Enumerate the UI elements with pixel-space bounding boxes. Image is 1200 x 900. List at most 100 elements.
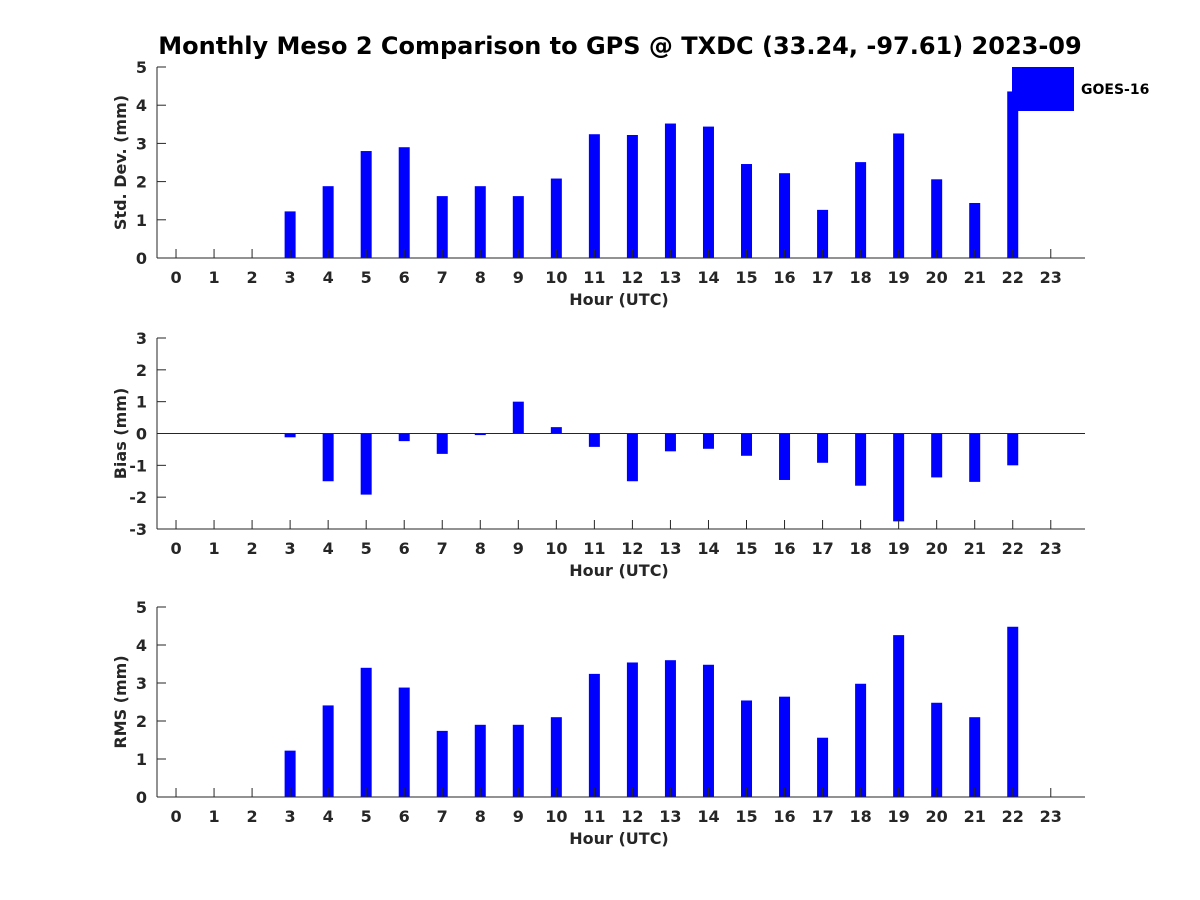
bar-hour-16 xyxy=(779,696,791,797)
bar-hour-18 xyxy=(855,683,867,797)
x-tick-label: 15 xyxy=(735,539,757,558)
bar-hour-5 xyxy=(360,433,372,495)
bar-hour-18 xyxy=(855,162,867,258)
x-tick-label: 7 xyxy=(437,539,448,558)
x-tick-label: 8 xyxy=(475,268,486,287)
y-tick-label: 1 xyxy=(136,393,147,412)
x-tick-label: 4 xyxy=(323,268,334,287)
x-tick-label: 12 xyxy=(621,268,643,287)
y-tick-label: 0 xyxy=(136,249,147,268)
x-tick-label: 9 xyxy=(513,807,524,826)
bar-hour-11 xyxy=(588,673,600,797)
x-tick-label: 14 xyxy=(697,807,719,826)
x-tick-label: 5 xyxy=(361,539,372,558)
x-tick-label: 22 xyxy=(1002,268,1024,287)
x-tick-label: 23 xyxy=(1040,807,1062,826)
x-tick-label: 12 xyxy=(621,539,643,558)
bar-hour-6 xyxy=(398,687,410,797)
y-tick-label: 3 xyxy=(136,134,147,153)
y-tick-label: -3 xyxy=(129,520,147,539)
x-tick-label: 12 xyxy=(621,807,643,826)
bar-hour-19 xyxy=(893,635,905,797)
x-tick-label: 17 xyxy=(811,268,833,287)
y-tick-label: 1 xyxy=(136,750,147,769)
bar-hour-13 xyxy=(664,660,676,797)
legend: GOES-16 xyxy=(1012,67,1149,111)
y-tick-label: 5 xyxy=(136,598,147,617)
bar-hour-20 xyxy=(931,179,943,258)
x-tick-label: 0 xyxy=(170,807,181,826)
bar-hour-20 xyxy=(931,433,943,478)
x-tick-label: 10 xyxy=(545,807,567,826)
x-tick-label: 2 xyxy=(247,268,258,287)
x-tick-label: 7 xyxy=(437,268,448,287)
bar-hour-3 xyxy=(284,211,296,258)
bar-hour-16 xyxy=(779,433,791,480)
x-tick-label: 23 xyxy=(1040,268,1062,287)
x-tick-label: 6 xyxy=(399,807,410,826)
bar-hour-15 xyxy=(741,433,753,456)
bar-hour-14 xyxy=(702,433,714,449)
y-tick-label: 4 xyxy=(136,96,147,115)
x-tick-label: 13 xyxy=(659,268,681,287)
x-tick-label: 6 xyxy=(399,539,410,558)
bar-hour-12 xyxy=(626,134,638,258)
y-tick-label: -1 xyxy=(129,456,147,475)
x-tick-label: 19 xyxy=(888,807,910,826)
bar-hour-7 xyxy=(436,730,448,797)
bar-hour-14 xyxy=(702,126,714,258)
x-tick-label: 10 xyxy=(545,539,567,558)
y-tick-label: 4 xyxy=(136,636,147,655)
bar-hour-10 xyxy=(550,178,562,258)
x-tick-label: 11 xyxy=(583,268,605,287)
bar-hour-9 xyxy=(512,196,524,258)
x-axis-label: Hour (UTC) xyxy=(569,561,669,580)
y-tick-label: 1 xyxy=(136,211,147,230)
x-tick-label: 22 xyxy=(1002,807,1024,826)
bar-hour-4 xyxy=(322,433,334,482)
bar-hour-7 xyxy=(436,433,448,454)
bar-hour-21 xyxy=(969,433,981,482)
x-tick-label: 22 xyxy=(1002,539,1024,558)
y-axis-label: RMS (mm) xyxy=(111,655,130,748)
bar-hour-5 xyxy=(360,151,372,258)
bar-hour-8 xyxy=(474,724,486,797)
bar-hour-12 xyxy=(626,433,638,482)
bar-hour-12 xyxy=(626,662,638,797)
bar-hour-15 xyxy=(741,164,753,258)
legend-swatch xyxy=(1012,67,1074,111)
x-tick-label: 2 xyxy=(247,539,258,558)
x-tick-label: 21 xyxy=(964,539,986,558)
bar-hour-6 xyxy=(398,147,410,258)
x-tick-label: 23 xyxy=(1040,539,1062,558)
x-tick-label: 16 xyxy=(773,268,795,287)
x-tick-label: 11 xyxy=(583,539,605,558)
x-tick-label: 10 xyxy=(545,268,567,287)
bar-hour-9 xyxy=(512,401,524,434)
bar-hour-7 xyxy=(436,196,448,258)
bar-hour-19 xyxy=(893,433,905,522)
bar-hour-3 xyxy=(284,433,296,438)
y-axis-label: Bias (mm) xyxy=(111,388,130,480)
legend-label: GOES-16 xyxy=(1081,82,1149,98)
x-tick-label: 18 xyxy=(849,539,871,558)
x-tick-label: 20 xyxy=(926,539,948,558)
y-tick-label: 3 xyxy=(136,329,147,348)
bar-hour-21 xyxy=(969,202,981,258)
x-tick-label: 4 xyxy=(323,539,334,558)
y-tick-label: 0 xyxy=(136,425,147,444)
x-tick-label: 3 xyxy=(285,268,296,287)
x-tick-label: 8 xyxy=(475,539,486,558)
x-tick-label: 16 xyxy=(773,539,795,558)
y-tick-label: 2 xyxy=(136,173,147,192)
x-tick-label: 3 xyxy=(285,539,296,558)
x-tick-label: 21 xyxy=(964,268,986,287)
bar-hour-22 xyxy=(1007,91,1019,258)
x-tick-label: 17 xyxy=(811,539,833,558)
x-tick-label: 9 xyxy=(513,268,524,287)
x-tick-label: 18 xyxy=(849,807,871,826)
y-tick-label: 3 xyxy=(136,674,147,693)
y-tick-label: -2 xyxy=(129,488,147,507)
